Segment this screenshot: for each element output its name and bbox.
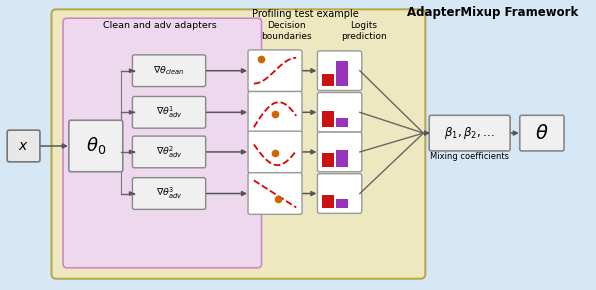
FancyBboxPatch shape bbox=[318, 132, 362, 172]
Text: $\beta_1, \beta_2, \ldots$: $\beta_1, \beta_2, \ldots$ bbox=[445, 125, 495, 141]
FancyBboxPatch shape bbox=[248, 131, 302, 173]
Bar bbox=[322, 153, 334, 167]
Text: $x$: $x$ bbox=[18, 139, 29, 153]
Bar bbox=[336, 118, 349, 127]
FancyBboxPatch shape bbox=[51, 9, 426, 279]
Bar bbox=[336, 61, 349, 86]
Text: Decision
boundaries: Decision boundaries bbox=[261, 21, 312, 41]
FancyBboxPatch shape bbox=[429, 115, 510, 151]
FancyBboxPatch shape bbox=[7, 130, 40, 162]
FancyBboxPatch shape bbox=[132, 136, 206, 168]
Bar bbox=[336, 199, 349, 209]
FancyBboxPatch shape bbox=[520, 115, 564, 151]
Text: $\nabla\theta^2_{adv}$: $\nabla\theta^2_{adv}$ bbox=[156, 144, 182, 160]
FancyBboxPatch shape bbox=[248, 173, 302, 214]
Text: Mixing coefficients: Mixing coefficients bbox=[430, 152, 509, 161]
Text: $\nabla\theta^1_{adv}$: $\nabla\theta^1_{adv}$ bbox=[156, 105, 182, 120]
Bar bbox=[322, 195, 334, 209]
Text: Profiling test example: Profiling test example bbox=[252, 9, 358, 19]
Bar bbox=[322, 74, 334, 86]
Text: $\theta$: $\theta$ bbox=[535, 124, 549, 143]
Text: AdapterMixup Framework: AdapterMixup Framework bbox=[407, 6, 578, 19]
FancyBboxPatch shape bbox=[318, 51, 362, 90]
Text: $\theta_0$: $\theta_0$ bbox=[86, 135, 106, 157]
FancyBboxPatch shape bbox=[132, 178, 206, 209]
Text: Logits
prediction: Logits prediction bbox=[341, 21, 387, 41]
FancyBboxPatch shape bbox=[63, 18, 262, 268]
FancyBboxPatch shape bbox=[248, 50, 302, 92]
Text: $\nabla\theta^3_{adv}$: $\nabla\theta^3_{adv}$ bbox=[156, 186, 182, 201]
Text: Clean and adv adapters: Clean and adv adapters bbox=[104, 21, 217, 30]
Bar bbox=[336, 150, 349, 167]
FancyBboxPatch shape bbox=[318, 93, 362, 132]
Text: $\nabla\theta_{clean}$: $\nabla\theta_{clean}$ bbox=[153, 64, 185, 77]
FancyBboxPatch shape bbox=[132, 97, 206, 128]
Bar bbox=[322, 111, 334, 127]
FancyBboxPatch shape bbox=[248, 92, 302, 133]
FancyBboxPatch shape bbox=[69, 120, 123, 172]
FancyBboxPatch shape bbox=[318, 174, 362, 213]
FancyBboxPatch shape bbox=[132, 55, 206, 87]
